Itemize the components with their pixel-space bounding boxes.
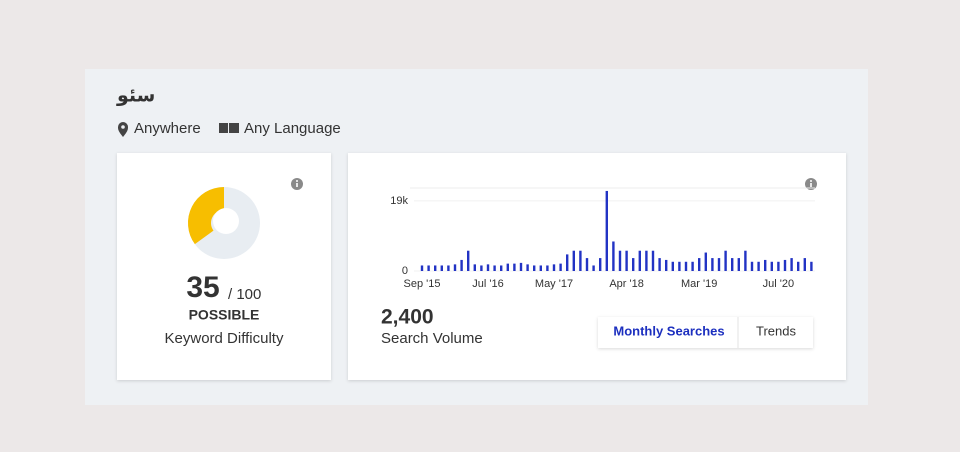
bar bbox=[658, 258, 661, 271]
bar bbox=[764, 259, 767, 271]
y-tick-label: 19k bbox=[390, 195, 408, 207]
bar bbox=[559, 263, 562, 271]
difficulty-caption: Keyword Difficulty bbox=[165, 330, 284, 347]
bar bbox=[790, 258, 793, 271]
keyword-title: سئو bbox=[116, 85, 155, 107]
x-tick-label: Jul '16 bbox=[472, 278, 503, 290]
bar bbox=[493, 265, 496, 271]
bar bbox=[711, 258, 714, 271]
bar bbox=[684, 261, 688, 271]
bar bbox=[420, 265, 424, 271]
bar bbox=[638, 250, 641, 271]
difficulty-max: / 100 bbox=[228, 286, 261, 303]
bar bbox=[612, 241, 615, 271]
bar bbox=[770, 261, 773, 271]
location-icon bbox=[118, 122, 128, 137]
location: Anywhere bbox=[134, 120, 201, 137]
bar bbox=[579, 250, 582, 271]
bar bbox=[645, 250, 648, 271]
bar bbox=[546, 265, 549, 271]
bar bbox=[671, 261, 674, 271]
x-tick-label: Mar '19 bbox=[681, 278, 717, 290]
x-tick-label: Sep '15 bbox=[404, 278, 441, 290]
bar bbox=[460, 259, 463, 271]
bar bbox=[533, 265, 536, 271]
bar bbox=[605, 190, 608, 271]
bar bbox=[453, 264, 457, 271]
bar bbox=[810, 261, 813, 271]
info-icon-dot bbox=[296, 180, 298, 182]
x-tick-label: Jul '20 bbox=[763, 278, 794, 290]
bar bbox=[592, 265, 595, 271]
bar bbox=[625, 250, 628, 271]
bar bbox=[480, 265, 483, 271]
bar bbox=[506, 263, 509, 271]
bar bbox=[486, 264, 490, 271]
bar bbox=[744, 250, 747, 271]
bar bbox=[803, 258, 806, 271]
bar bbox=[618, 250, 622, 271]
volume-caption: Search Volume bbox=[381, 330, 483, 347]
x-tick-label: May '17 bbox=[535, 278, 573, 290]
language: Any Language bbox=[244, 120, 341, 137]
bar bbox=[750, 261, 754, 271]
bar bbox=[519, 262, 523, 271]
bar bbox=[797, 261, 800, 271]
difficulty-score: 35 bbox=[186, 271, 219, 304]
x-tick-label: Apr '18 bbox=[609, 278, 644, 290]
bar bbox=[467, 250, 470, 271]
gauge-arc bbox=[188, 187, 224, 245]
bar bbox=[783, 259, 787, 271]
bar bbox=[651, 250, 655, 271]
bar bbox=[566, 254, 569, 271]
bar bbox=[552, 264, 556, 271]
volume-value: 2,400 bbox=[381, 306, 434, 329]
bar bbox=[717, 258, 721, 271]
info-icon-i bbox=[810, 183, 812, 187]
language-icon bbox=[219, 123, 228, 133]
info-icon-dot bbox=[810, 180, 812, 182]
bar bbox=[599, 258, 602, 271]
bar bbox=[513, 263, 516, 271]
gauge-hole bbox=[213, 208, 239, 234]
bar bbox=[665, 259, 668, 271]
bar bbox=[724, 250, 727, 271]
bar bbox=[632, 258, 635, 271]
bar bbox=[526, 264, 529, 271]
bar bbox=[427, 265, 430, 271]
bar bbox=[691, 261, 694, 271]
bar bbox=[777, 261, 780, 271]
bar bbox=[678, 261, 681, 271]
tab-trends[interactable]: Trends bbox=[756, 323, 796, 338]
bar bbox=[757, 261, 760, 271]
bar bbox=[434, 265, 437, 271]
bar bbox=[500, 265, 503, 271]
bar bbox=[539, 265, 542, 271]
bar bbox=[447, 265, 450, 271]
tab-group bbox=[598, 317, 813, 348]
location-icon-dot bbox=[121, 125, 125, 129]
language-icon bbox=[229, 123, 239, 133]
tab-monthly[interactable]: Monthly Searches bbox=[613, 323, 724, 338]
bar bbox=[585, 258, 589, 271]
bar bbox=[440, 265, 443, 271]
bar bbox=[473, 264, 476, 271]
y-tick-label: 0 bbox=[402, 265, 408, 277]
difficulty-rating: POSSIBLE bbox=[189, 307, 260, 323]
bar bbox=[731, 258, 734, 271]
bar bbox=[737, 258, 740, 271]
bar bbox=[704, 252, 707, 271]
info-icon-i bbox=[296, 183, 298, 187]
bar bbox=[698, 258, 701, 271]
bar bbox=[572, 250, 575, 271]
